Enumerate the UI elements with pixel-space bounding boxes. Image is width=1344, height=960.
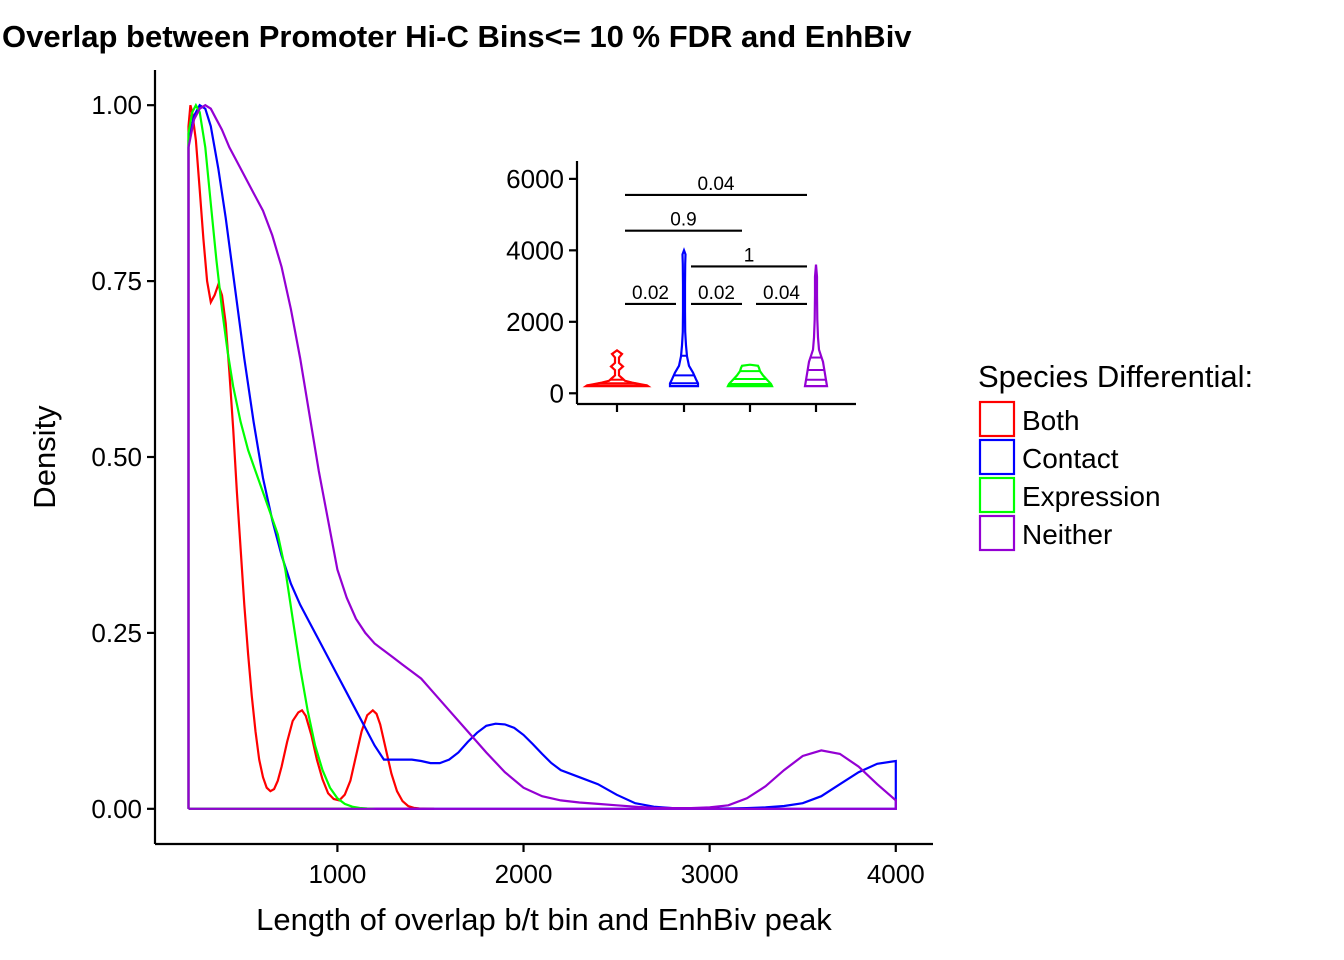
y-tick-label: 0.50 bbox=[91, 442, 142, 472]
comparison-p-value: 0.02 bbox=[698, 283, 735, 304]
density-plot: 0.00 0.25 0.50 0.75 1.00 1000 2000 3000 4000 Le… bbox=[27, 70, 933, 937]
y-tick-label: 0.25 bbox=[91, 618, 142, 648]
inset-y-tick-label: 4000 bbox=[506, 235, 564, 265]
comparison-p-value: 0.9 bbox=[670, 210, 696, 231]
violin-contact bbox=[668, 247, 700, 388]
x-tick-label: 2000 bbox=[495, 859, 553, 889]
legend: Species Differential: Both Contact Express… bbox=[978, 359, 1253, 552]
comparison-p-value: 0.04 bbox=[763, 283, 800, 304]
density-curves bbox=[187, 102, 897, 810]
comparison-p-value: 0.02 bbox=[632, 283, 669, 304]
legend-key-contact bbox=[978, 438, 1016, 476]
legend-key-expression bbox=[978, 476, 1016, 514]
inset-y-axis-ticks: 0 2000 4000 6000 bbox=[506, 164, 577, 408]
y-tick-label: 0.75 bbox=[91, 266, 142, 296]
x-tick-label: 1000 bbox=[308, 859, 366, 889]
density-curve-neither bbox=[187, 103, 897, 810]
comparison-p-value: 0.04 bbox=[698, 174, 735, 195]
legend-label-expression: Expression bbox=[1022, 481, 1161, 512]
legend-label-both: Both bbox=[1022, 405, 1080, 436]
violin-both bbox=[582, 349, 652, 388]
y-tick-label: 1.00 bbox=[91, 90, 142, 120]
x-axis-label: Length of overlap b/t bin and EnhBiv pea… bbox=[256, 902, 832, 937]
y-axis-ticks: 0.00 0.25 0.50 0.75 1.00 bbox=[91, 90, 155, 824]
density-curve-contact bbox=[187, 103, 897, 810]
inset-y-tick-label: 2000 bbox=[506, 307, 564, 337]
violin-neither bbox=[803, 264, 829, 388]
legend-key-neither bbox=[978, 514, 1016, 552]
chart-title: Overlap between Promoter Hi-C Bins<= 10 … bbox=[2, 19, 912, 54]
inset-y-tick-label: 6000 bbox=[506, 164, 564, 194]
inset-violins bbox=[582, 247, 829, 388]
y-axis-label: Density bbox=[27, 405, 62, 509]
legend-label-neither: Neither bbox=[1022, 519, 1112, 550]
violin-expression bbox=[726, 363, 774, 388]
inset-y-tick-label: 0 bbox=[550, 378, 564, 408]
x-axis-ticks: 1000 2000 3000 4000 bbox=[308, 844, 925, 889]
inset-x-axis-ticks bbox=[615, 404, 818, 412]
legend-entries: Both Contact Expression Neither bbox=[978, 400, 1161, 552]
y-tick-label: 0.00 bbox=[91, 794, 142, 824]
density-curve-expression bbox=[187, 102, 375, 810]
legend-title: Species Differential: bbox=[978, 359, 1253, 394]
legend-key-both bbox=[978, 400, 1016, 438]
density-curve-both bbox=[187, 104, 435, 810]
x-tick-label: 4000 bbox=[867, 859, 925, 889]
x-tick-label: 3000 bbox=[681, 859, 739, 889]
legend-label-contact: Contact bbox=[1022, 443, 1119, 474]
comparison-p-value: 1 bbox=[744, 245, 755, 266]
